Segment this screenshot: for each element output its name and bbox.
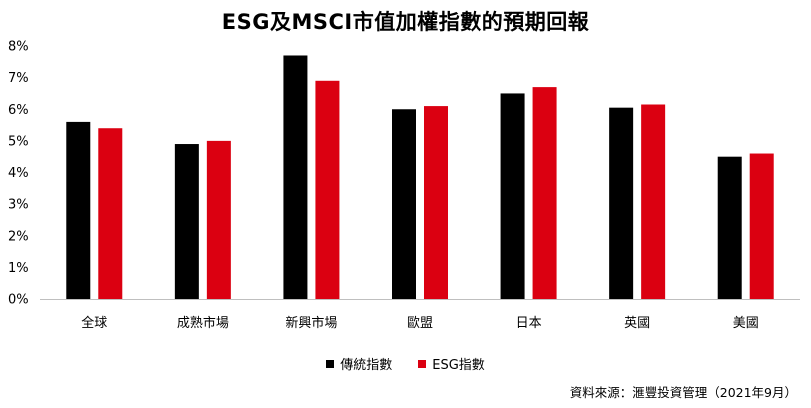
bar-esg [532,87,557,299]
bar-traditional [717,156,742,299]
legend-swatch-esg [418,359,427,368]
source-note: 資料來源：滙豐投資管理（2021年9月） [569,385,797,400]
x-tick-label: 新興市場 [285,315,337,331]
bar-esg [206,140,231,299]
y-tick-label: 7% [8,71,29,86]
bar-esg [315,80,340,299]
legend: 傳統指數 ESG指數 [0,354,811,373]
x-tick-label: 成熟市場 [177,315,229,331]
y-tick-label: 8% [8,40,29,55]
bar-traditional [283,55,308,299]
bar-esg [424,106,448,300]
x-tick-label: 美國 [733,316,759,331]
legend-item-traditional: 傳統指數 [326,354,392,373]
bar-traditional [66,121,91,300]
y-tick-label: 1% [8,261,29,276]
y-axis: 0% 1% 2% 3% 4% 5% 6% 7% 8% [8,40,29,308]
legend-item-esg: ESG指數 [418,354,485,373]
y-tick-label: 3% [8,198,29,213]
x-tick-label: 日本 [516,316,542,331]
y-tick-label: 0% [8,293,29,308]
legend-label-traditional: 傳統指數 [340,358,393,373]
x-tick-label: 歐盟 [407,316,433,331]
x-axis: 全球 成熟市場 新興市場 歐盟 日本 英國 美國 [81,315,758,331]
bar-traditional [609,107,634,299]
x-tick-label: 英國 [624,316,650,331]
y-tick-label: 6% [8,103,29,118]
bar-traditional [500,93,525,299]
bar-chart: 0% 1% 2% 3% 4% 5% 6% 7% 8% 全球 成熟市場 新興市場 歐盟 日本 英國 美國 [8,40,800,331]
bar-esg [749,153,774,299]
x-tick-label: 全球 [81,315,107,331]
bar-esg [641,104,666,299]
bar-esg [98,128,123,299]
bars [66,55,774,300]
bar-traditional [392,109,416,299]
y-tick-label: 5% [8,134,29,149]
bar-traditional [174,144,199,299]
chart-title: ESG及MSCI市值加權指數的預期回報 [221,10,590,34]
y-tick-label: 4% [8,166,29,181]
legend-swatch-traditional [326,359,335,368]
y-tick-label: 2% [8,229,29,244]
legend-label-esg: ESG指數 [432,358,485,373]
